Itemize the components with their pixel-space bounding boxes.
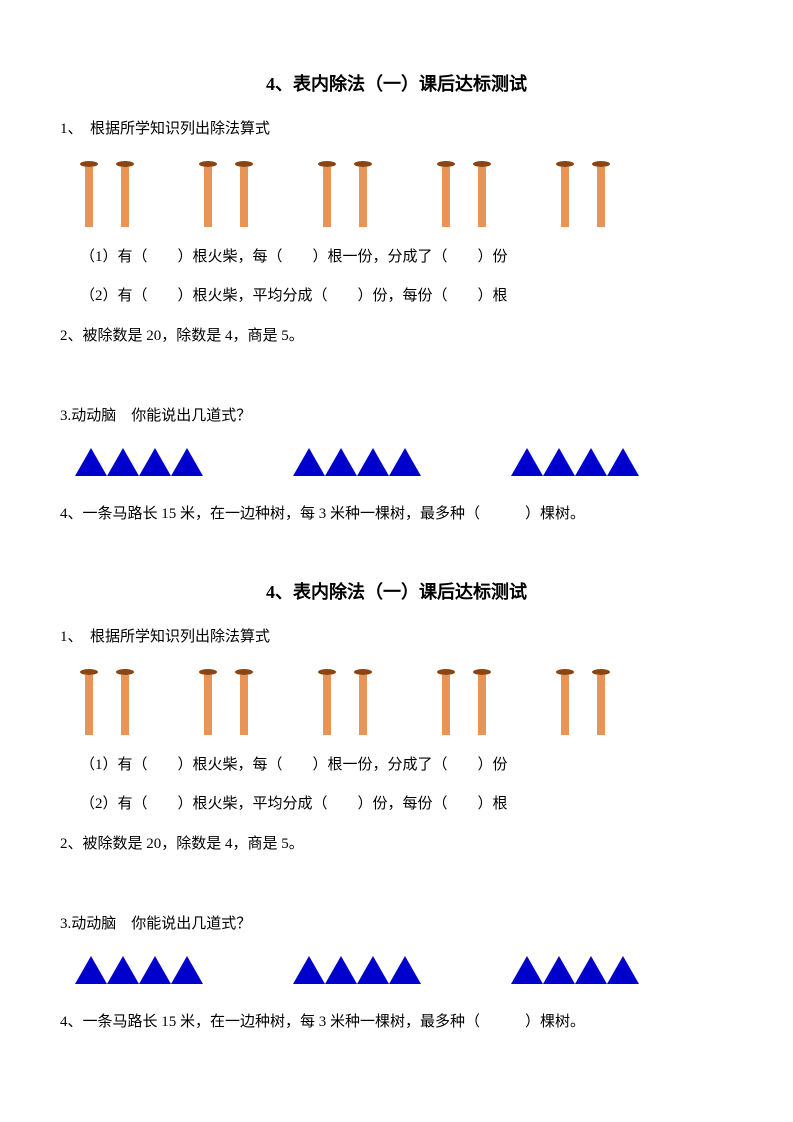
triangle-icon [389, 956, 421, 984]
match-pair [199, 161, 253, 227]
test-section-1: 4、表内除法（一）课后达标测试 1、 根据所学知识列出除法算式 （1）有（ ）根… [60, 70, 733, 528]
triangle-icon [139, 956, 171, 984]
triangle-group [293, 448, 421, 476]
question-4: 4、一条马路长 15 米，在一边种树，每 3 米种一棵树，最多种（ ）棵树。 [60, 501, 733, 528]
match-pair [80, 669, 134, 735]
question-1-prompt: 1、 根据所学知识列出除法算式 [60, 116, 733, 143]
match-icon [199, 161, 217, 227]
triangle-icon [139, 448, 171, 476]
match-pair [437, 669, 491, 735]
triangle-icon [575, 956, 607, 984]
match-icon [116, 161, 134, 227]
page-title: 4、表内除法（一）课后达标测试 [60, 578, 733, 604]
match-pair [199, 669, 253, 735]
match-row [80, 161, 733, 227]
triangle-icon [293, 956, 325, 984]
triangle-icon [107, 956, 139, 984]
match-icon [354, 161, 372, 227]
match-icon [235, 161, 253, 227]
match-icon [318, 161, 336, 227]
match-pair [318, 669, 372, 735]
triangle-icon [389, 448, 421, 476]
triangle-group [511, 448, 639, 476]
triangle-icon [543, 956, 575, 984]
match-icon [473, 161, 491, 227]
match-icon [354, 669, 372, 735]
match-icon [318, 669, 336, 735]
match-icon [473, 669, 491, 735]
triangle-group [75, 956, 203, 984]
question-1-sub2: （2）有（ ）根火柴，平均分成（ ）份，每份（ ）根 [80, 792, 733, 813]
match-icon [199, 669, 217, 735]
match-icon [437, 669, 455, 735]
question-2: 2、被除数是 20，除数是 4，商是 5。 [60, 831, 733, 858]
match-icon [80, 161, 98, 227]
triangle-icon [357, 956, 389, 984]
triangle-icon [325, 956, 357, 984]
question-3-prompt: 3.动动脑 你能说出几道式？ [60, 403, 733, 430]
match-icon [556, 161, 574, 227]
match-pair [318, 161, 372, 227]
page-title: 4、表内除法（一）课后达标测试 [60, 70, 733, 96]
triangle-icon [75, 448, 107, 476]
question-4: 4、一条马路长 15 米，在一边种树，每 3 米种一棵树，最多种（ ）棵树。 [60, 1009, 733, 1036]
triangle-icon [607, 448, 639, 476]
question-1-sub2: （2）有（ ）根火柴，平均分成（ ）份，每份（ ）根 [80, 284, 733, 305]
match-pair [556, 161, 610, 227]
triangle-icon [543, 448, 575, 476]
match-icon [556, 669, 574, 735]
match-icon [116, 669, 134, 735]
triangle-row [75, 448, 733, 476]
triangle-group [293, 956, 421, 984]
triangle-icon [171, 956, 203, 984]
triangle-icon [325, 448, 357, 476]
triangle-row [75, 956, 733, 984]
question-2: 2、被除数是 20，除数是 4，商是 5。 [60, 323, 733, 350]
question-3-prompt: 3.动动脑 你能说出几道式？ [60, 911, 733, 938]
match-pair [437, 161, 491, 227]
match-icon [80, 669, 98, 735]
triangle-icon [75, 956, 107, 984]
match-icon [592, 161, 610, 227]
match-icon [437, 161, 455, 227]
triangle-icon [511, 956, 543, 984]
question-1-sub1: （1）有（ ）根火柴，每（ ）根一份，分成了（ ）份 [80, 753, 733, 774]
triangle-icon [357, 448, 389, 476]
match-icon [235, 669, 253, 735]
match-pair [556, 669, 610, 735]
triangle-icon [607, 956, 639, 984]
triangle-icon [107, 448, 139, 476]
match-row [80, 669, 733, 735]
match-icon [592, 669, 610, 735]
match-pair [80, 161, 134, 227]
triangle-group [75, 448, 203, 476]
triangle-group [511, 956, 639, 984]
question-1-sub1: （1）有（ ）根火柴，每（ ）根一份，分成了（ ）份 [80, 245, 733, 266]
triangle-icon [293, 448, 325, 476]
triangle-icon [575, 448, 607, 476]
test-section-2: 4、表内除法（一）课后达标测试 1、 根据所学知识列出除法算式 （1）有（ ）根… [60, 578, 733, 1036]
question-1-prompt: 1、 根据所学知识列出除法算式 [60, 624, 733, 651]
triangle-icon [511, 448, 543, 476]
triangle-icon [171, 448, 203, 476]
